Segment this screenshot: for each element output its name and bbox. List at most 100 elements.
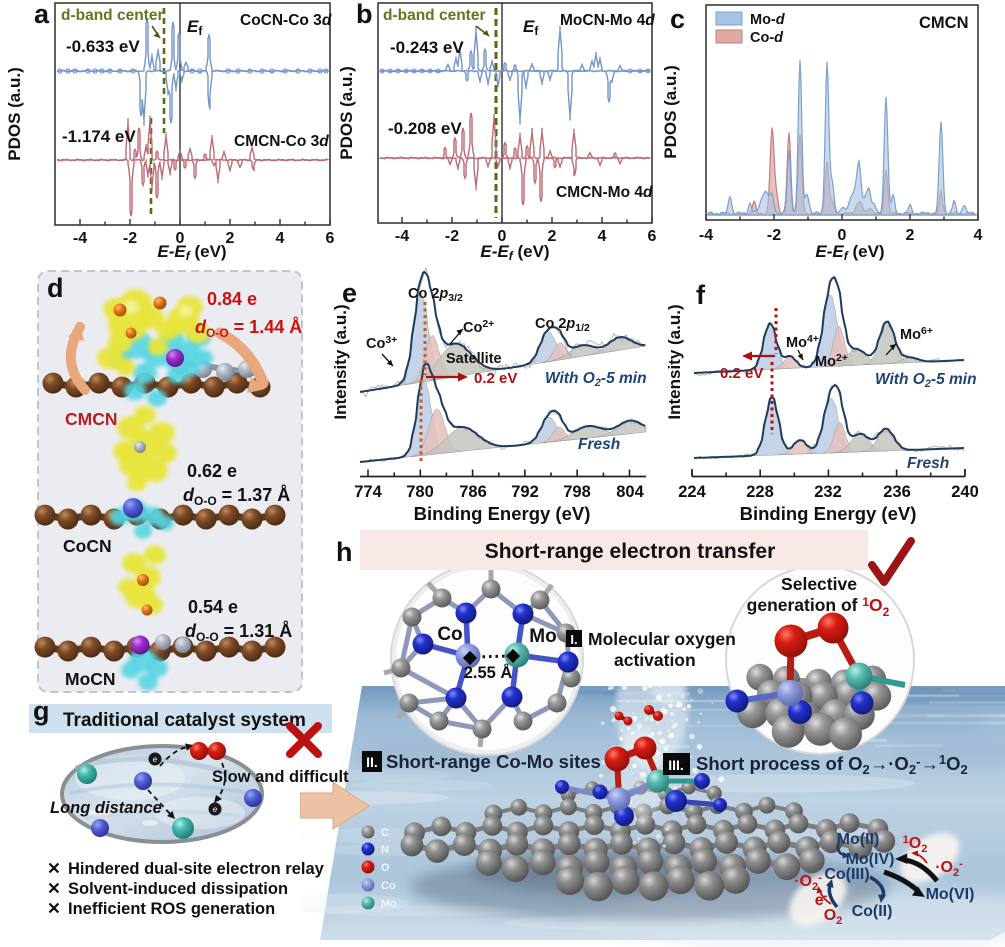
svg-text:Mo: Mo [529, 626, 556, 647]
svg-text:Satellite: Satellite [446, 351, 502, 367]
svg-text:228: 228 [746, 483, 774, 501]
svg-text:0.62 e: 0.62 e [187, 461, 237, 481]
svg-text:236: 236 [883, 483, 911, 501]
svg-text:Mo2+: Mo2+ [815, 352, 848, 370]
svg-text:I.: I. [570, 632, 577, 647]
svg-text:804: 804 [616, 483, 644, 501]
svg-text:0.2 eV: 0.2 eV [474, 370, 517, 387]
svg-text:4: 4 [974, 227, 983, 244]
svg-text:e: e [342, 278, 357, 308]
svg-text:786: 786 [459, 483, 487, 501]
svg-text:780: 780 [406, 483, 434, 501]
svg-text:CMCN-Co 3d: CMCN-Co 3d [234, 133, 329, 150]
svg-text:N: N [381, 844, 389, 856]
svg-text:c: c [670, 4, 685, 34]
svg-text:Mo(VI): Mo(VI) [926, 886, 975, 903]
svg-text:E-Ef (eV): E-Ef (eV) [480, 242, 549, 263]
svg-text:Co2+: Co2+ [463, 318, 494, 336]
svg-text:-0.243 eV: -0.243 eV [390, 38, 464, 57]
svg-text:Solvent-induced dissipation: Solvent-induced dissipation [68, 880, 288, 898]
svg-text:Molecular oxygen: Molecular oxygen [588, 629, 736, 649]
svg-text:g: g [33, 696, 50, 726]
svg-text:6: 6 [648, 228, 657, 245]
svg-text:With O2-5 min: With O2-5 min [875, 371, 977, 390]
svg-text:MoCN: MoCN [65, 669, 116, 689]
svg-text:activation: activation [614, 650, 696, 670]
svg-text:Mo: Mo [381, 898, 397, 910]
svg-text:4: 4 [276, 230, 285, 247]
svg-text:Inefficient ROS generation: Inefficient ROS generation [68, 900, 275, 918]
svg-text:Mo4+: Mo4+ [786, 333, 819, 351]
svg-text:·O2-: ·O2- [935, 858, 963, 879]
svg-text:Short-range Co-Mo sites: Short-range Co-Mo sites [386, 751, 601, 772]
svg-text:0.84 e: 0.84 e [207, 289, 257, 309]
svg-text:-0.208 eV: -0.208 eV [388, 119, 462, 138]
svg-text:O: O [381, 862, 390, 874]
svg-text:·O2-: ·O2- [794, 872, 822, 893]
svg-text:d-band center: d-band center [61, 7, 163, 24]
svg-text:CoCN-Co 3d: CoCN-Co 3d [240, 12, 332, 29]
svg-text:Mo6+: Mo6+ [900, 325, 933, 343]
svg-text:MoCN-Mo 4d: MoCN-Mo 4d [560, 12, 655, 29]
svg-text:f: f [696, 280, 706, 310]
svg-text:Binding Energy (eV): Binding Energy (eV) [414, 503, 591, 524]
svg-text:2: 2 [906, 227, 915, 244]
svg-text:Fresh: Fresh [907, 455, 949, 472]
svg-text:-0.633 eV: -0.633 eV [66, 37, 140, 56]
svg-text:0: 0 [498, 228, 507, 245]
svg-text:E-Ef (eV): E-Ef (eV) [157, 242, 226, 263]
svg-text:Binding Energy (eV): Binding Energy (eV) [740, 503, 917, 524]
svg-text:2.55 Å: 2.55 Å [464, 663, 513, 682]
svg-text:PDOS (a.u.): PDOS (a.u.) [337, 66, 356, 160]
svg-text:2: 2 [226, 230, 235, 247]
svg-text:1O2: 1O2 [903, 834, 928, 855]
svg-text:C: C [381, 827, 389, 839]
svg-text:-1.174 eV: -1.174 eV [62, 127, 136, 146]
svg-text:✕: ✕ [47, 860, 61, 878]
svg-text:232: 232 [814, 483, 842, 501]
svg-text:CMCN: CMCN [65, 409, 118, 429]
svg-text:0: 0 [838, 227, 847, 244]
svg-text:240: 240 [951, 483, 979, 501]
svg-text:Intensity (a.u.): Intensity (a.u.) [665, 304, 684, 419]
svg-text:Co 2p1/2: Co 2p1/2 [535, 316, 590, 334]
svg-text:CoCN: CoCN [63, 536, 112, 556]
svg-text:798: 798 [563, 483, 591, 501]
svg-text:Mo-d: Mo-d [750, 12, 786, 28]
svg-text:Mo(IV): Mo(IV) [846, 851, 895, 868]
svg-text:Co3+: Co3+ [366, 334, 397, 352]
svg-text:774: 774 [354, 483, 382, 501]
svg-text:Mo(II): Mo(II) [837, 831, 880, 848]
svg-text:a: a [34, 0, 50, 29]
svg-text:PDOS (a.u.): PDOS (a.u.) [5, 67, 24, 161]
svg-text:Intensity (a.u.): Intensity (a.u.) [331, 304, 350, 419]
svg-text:Co(III): Co(III) [824, 866, 869, 883]
svg-text:Fresh: Fresh [578, 436, 620, 453]
svg-text:Co 2p3/2: Co 2p3/2 [408, 286, 463, 304]
svg-text:0: 0 [176, 230, 185, 247]
svg-text:III.: III. [668, 757, 684, 773]
svg-text:✕: ✕ [47, 900, 61, 918]
svg-text:CMCN: CMCN [919, 14, 969, 32]
svg-text:2: 2 [548, 228, 557, 245]
svg-text:-4: -4 [73, 230, 87, 247]
svg-text:e: e [213, 805, 218, 814]
svg-text:4: 4 [598, 228, 607, 245]
svg-text:d-band center: d-band center [383, 7, 485, 24]
svg-text:Co: Co [437, 624, 462, 645]
svg-text:Hindered dual-site electron re: Hindered dual-site electron relay [68, 860, 325, 878]
svg-text:792: 792 [511, 483, 539, 501]
svg-text:Long distance: Long distance [50, 799, 162, 817]
svg-text:Selective: Selective [781, 574, 857, 594]
svg-text:Co: Co [381, 880, 396, 892]
svg-text:Slow and difficult: Slow and difficult [212, 768, 349, 786]
svg-text:Traditional catalyst system: Traditional catalyst system [63, 710, 306, 731]
svg-text:224: 224 [678, 483, 706, 501]
svg-text:0.54 e: 0.54 e [188, 597, 238, 617]
svg-text:II.: II. [366, 754, 378, 770]
svg-text:-2: -2 [123, 230, 137, 247]
svg-text:-4: -4 [395, 228, 409, 245]
svg-text:-2: -2 [767, 227, 781, 244]
svg-text:d: d [47, 273, 64, 303]
svg-text:b: b [356, 0, 373, 29]
